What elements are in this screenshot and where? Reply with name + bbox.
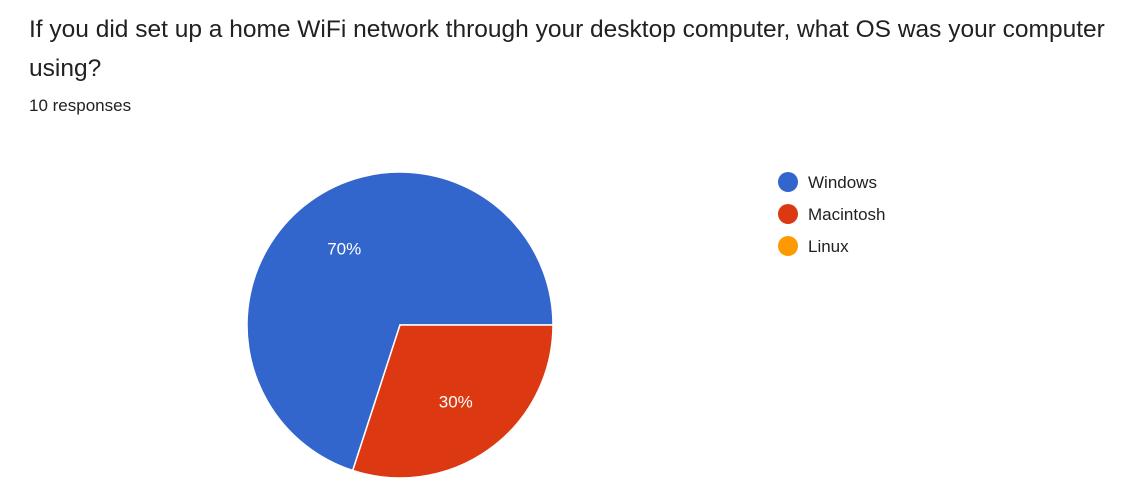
legend-item-windows[interactable]: Windows — [778, 172, 877, 192]
legend-swatch-macintosh — [778, 204, 798, 224]
response-count: 10 responses — [29, 96, 132, 115]
chart-legend: Windows Macintosh Linux — [778, 172, 885, 256]
legend-label-linux: Linux — [808, 237, 849, 256]
pie-slice-windows[interactable] — [246, 171, 554, 472]
question-title: If you did set up a home WiFi network th… — [29, 16, 1105, 82]
pie-slice-macintosh[interactable] — [351, 324, 554, 479]
legend-swatch-linux — [778, 236, 798, 256]
legend-item-macintosh[interactable]: Macintosh — [778, 204, 885, 224]
slice-label-windows: 70% — [327, 239, 361, 258]
pie-labels: 70% 30% — [327, 239, 473, 411]
slice-label-macintosh: 30% — [439, 393, 473, 412]
legend-item-linux[interactable]: Linux — [778, 236, 849, 256]
legend-label-macintosh: Macintosh — [808, 205, 885, 224]
legend-label-windows: Windows — [808, 173, 877, 192]
legend-swatch-windows — [778, 172, 798, 192]
pie-slices — [246, 171, 554, 479]
